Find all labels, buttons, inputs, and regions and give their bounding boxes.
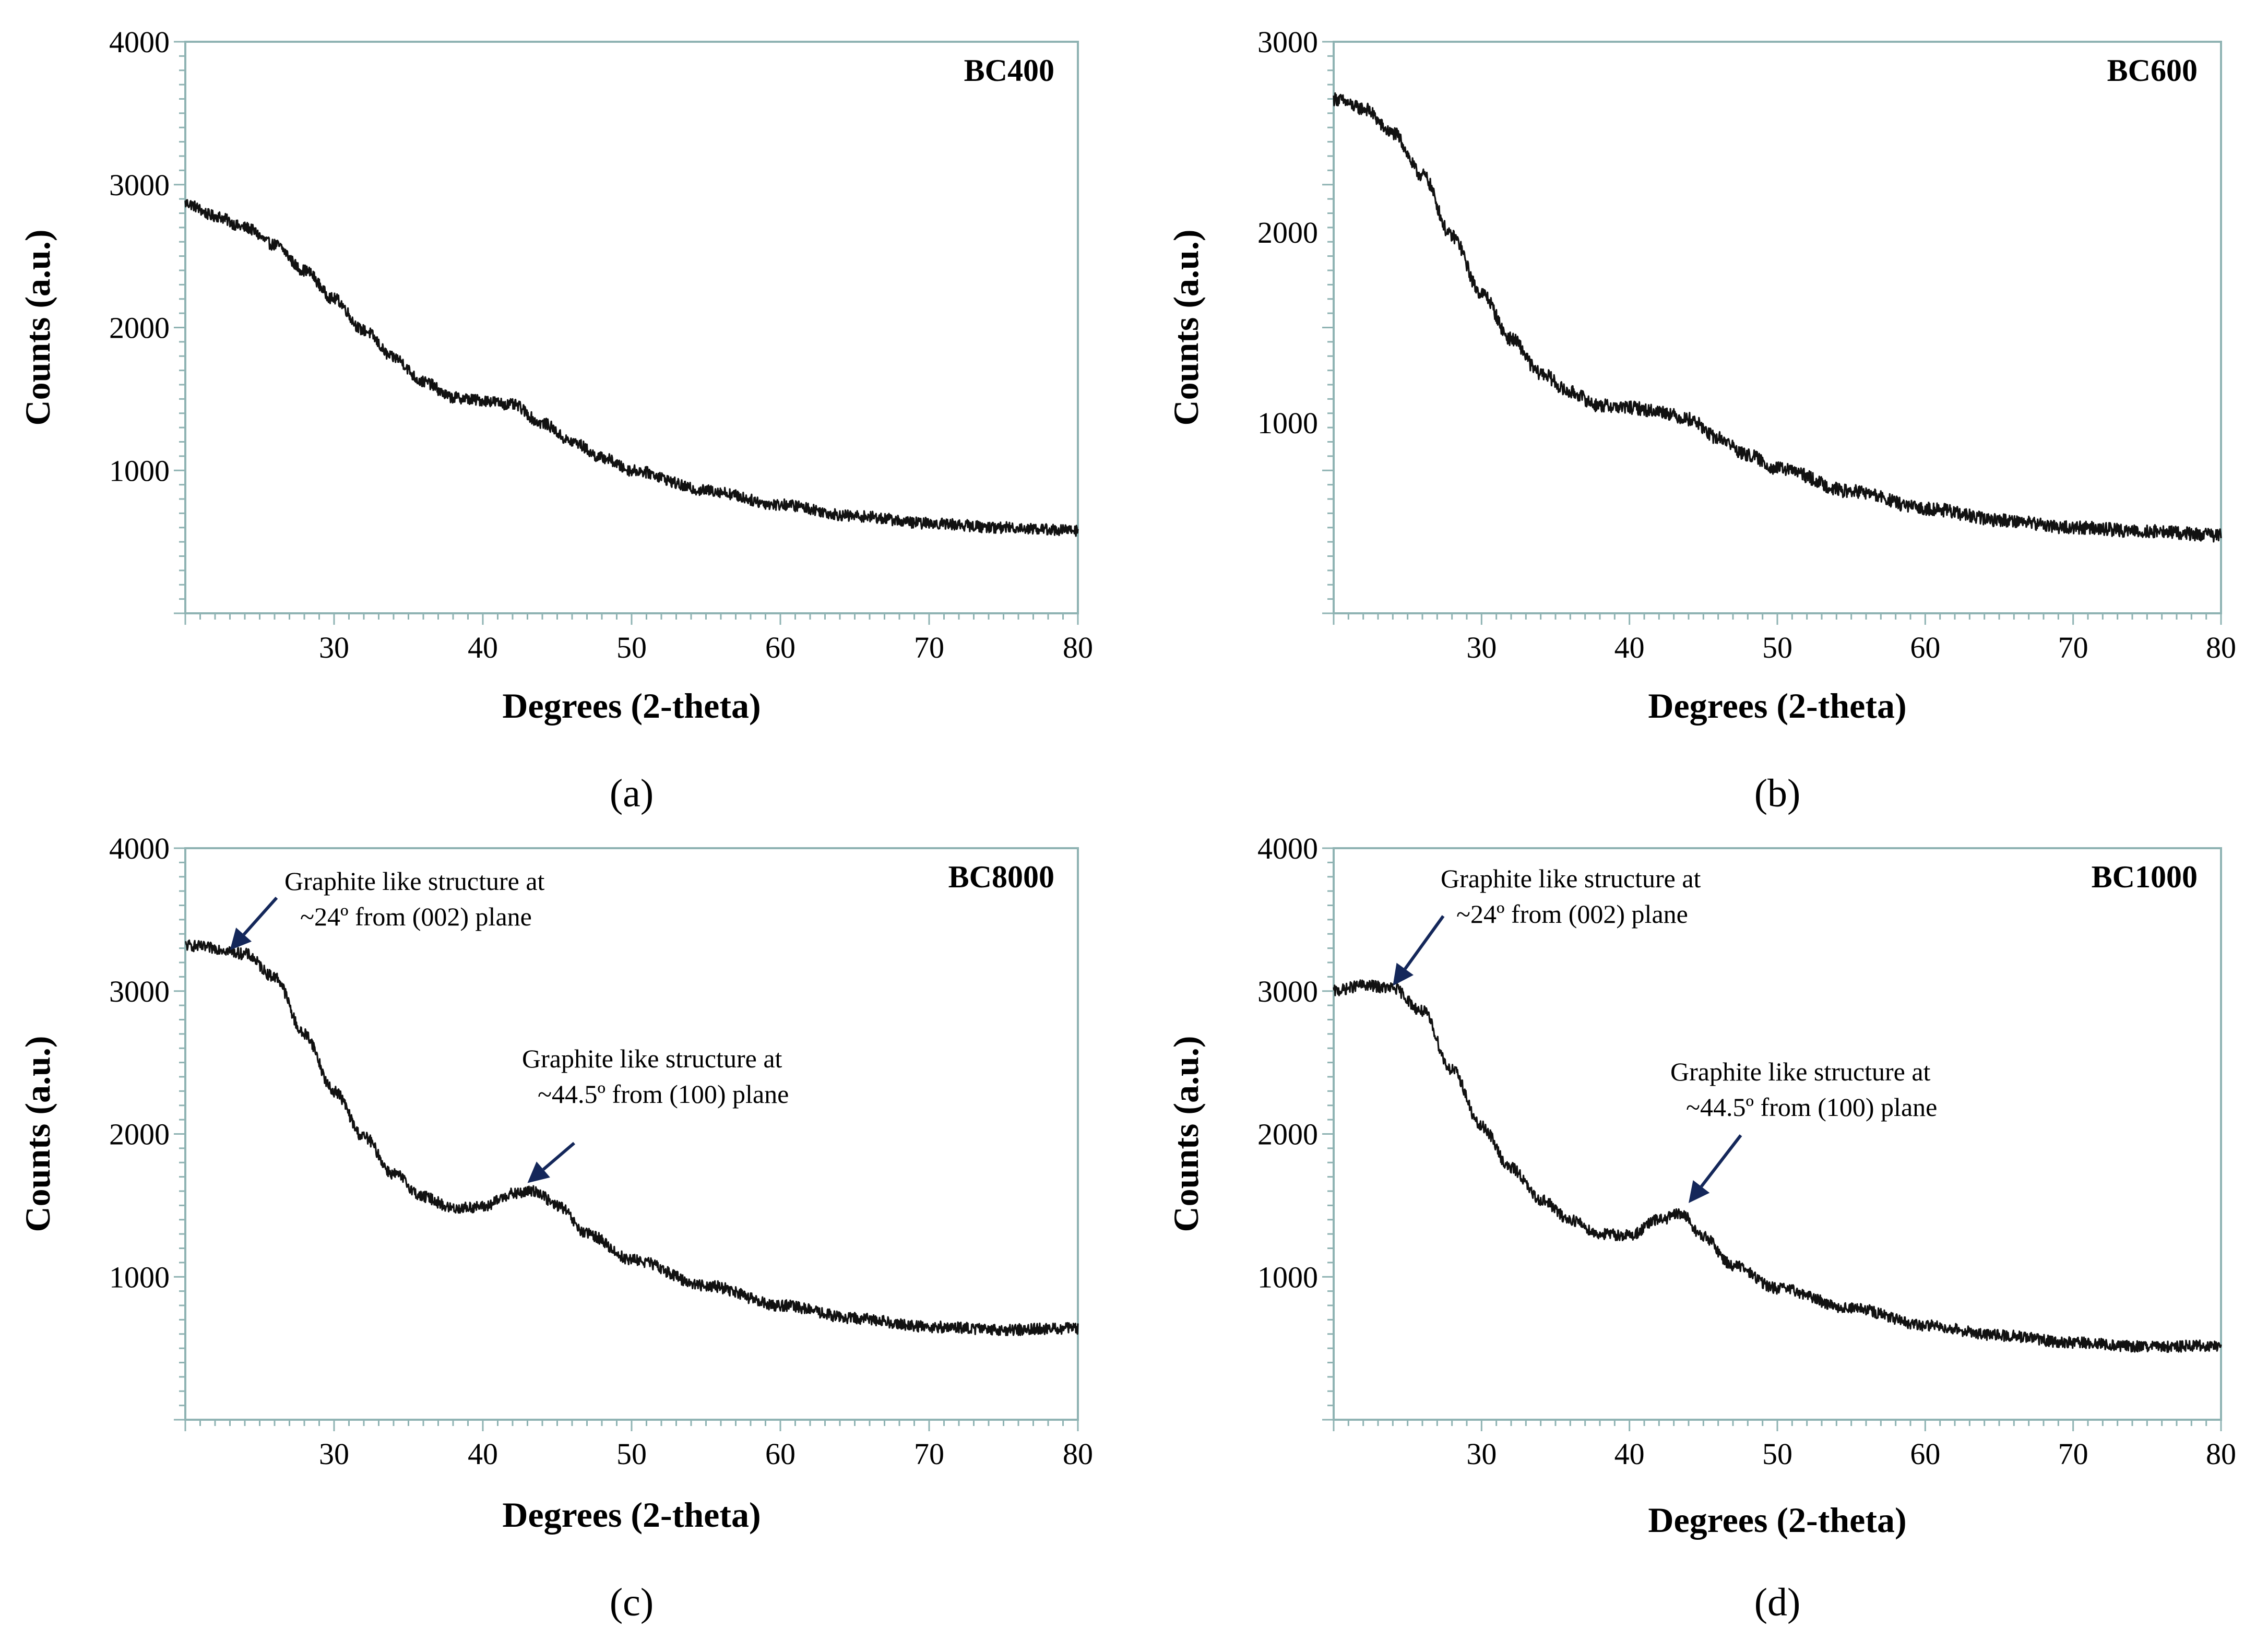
- annotation: Graphite like structure at ~24º from (002…: [230, 866, 545, 950]
- x-axis-label: Degrees (2-theta): [1648, 1500, 1906, 1540]
- y-tick-label: 4000: [109, 25, 170, 59]
- annotation: Graphite like structure at ~24º from (002…: [1393, 864, 1701, 986]
- x-tick-label: 70: [914, 631, 944, 664]
- xrd-trace: [1333, 92, 2222, 543]
- annotation-arrow-shaft: [542, 1142, 575, 1171]
- annotation-line-1: Graphite like structure at: [1441, 864, 1701, 893]
- x-tick-label: 80: [2206, 1437, 2236, 1471]
- y-tick-label: 1000: [109, 454, 170, 488]
- annotation: Graphite like structure at ~44.5º from (1…: [1670, 1057, 1937, 1203]
- annotation-arrow-head: [527, 1161, 550, 1183]
- sample-label: BC400: [964, 53, 1054, 88]
- annotation-arrow-shaft: [242, 897, 278, 936]
- annotation-line-1: Graphite like structure at: [1670, 1057, 1931, 1086]
- y-axis-label: Counts (a.u.): [1166, 230, 1206, 426]
- annotation-arrow-head: [1393, 962, 1414, 986]
- x-tick-label: 50: [1762, 1437, 1792, 1471]
- panel-caption: (d): [1754, 1580, 1801, 1624]
- annotation-line-2: ~24º from (002) plane: [1456, 899, 1688, 929]
- y-axis-label: Counts (a.u.): [1166, 1036, 1206, 1232]
- x-tick-label: 60: [765, 631, 795, 664]
- x-tick-label: 30: [319, 1437, 349, 1471]
- annotation-line-2: ~44.5º from (100) plane: [538, 1079, 789, 1109]
- x-axis-label: Degrees (2-theta): [1648, 686, 1906, 726]
- y-tick-label: 3000: [109, 975, 170, 1008]
- chart-panel-2: 30 40 50 60 70 80 1000 2000 3000 Degrees (2-theta…: [1166, 25, 2236, 815]
- annotation-arrow-shaft: [1404, 915, 1445, 970]
- x-tick-label: 80: [2206, 631, 2236, 664]
- y-tick-label: 4000: [109, 831, 170, 865]
- xrd-trace: [1333, 979, 2222, 1353]
- panel-caption: (b): [1754, 771, 1801, 815]
- annotation-line-1: Graphite like structure at: [522, 1044, 782, 1073]
- x-tick-label: 70: [2058, 1437, 2088, 1471]
- y-tick-label: 3000: [109, 168, 170, 202]
- sample-label: BC1000: [2092, 860, 2198, 894]
- x-tick-label: 60: [1910, 631, 1940, 664]
- annotation-line-2: ~24º from (002) plane: [300, 902, 532, 931]
- plot-frame: [184, 847, 1079, 1421]
- x-tick-label: 70: [914, 1437, 944, 1471]
- x-axis-label: Degrees (2-theta): [502, 1495, 761, 1535]
- x-tick-label: 50: [616, 631, 647, 664]
- annotation-arrow-head: [1689, 1180, 1710, 1203]
- annotation-line-2: ~44.5º from (100) plane: [1686, 1092, 1937, 1122]
- x-tick-label: 30: [1466, 1437, 1497, 1471]
- panel-caption: (a): [610, 771, 654, 815]
- x-tick-label: 50: [616, 1437, 647, 1471]
- y-tick-label: 3000: [1257, 975, 1318, 1008]
- annotation-line-1: Graphite like structure at: [284, 866, 545, 896]
- y-tick-label: 1000: [1257, 1260, 1318, 1294]
- sample-label: BC8000: [948, 860, 1054, 894]
- y-tick-label: 4000: [1257, 831, 1318, 865]
- x-tick-label: 30: [1466, 631, 1497, 664]
- plot-frame: [1333, 847, 2222, 1421]
- y-tick-label: 2000: [109, 311, 170, 345]
- x-tick-label: 80: [1063, 1437, 1093, 1471]
- x-tick-label: 50: [1762, 631, 1792, 664]
- y-tick-label: 1000: [1257, 406, 1318, 440]
- annotation-arrow-head: [230, 928, 252, 950]
- x-tick-label: 40: [468, 631, 498, 664]
- chart-panel-4: 30 40 50 60 70 80 1000 2000 3000 4000 Degrees (2-t…: [1166, 831, 2236, 1624]
- chart-panel-3: 30 40 50 60 70 80 1000 2000 3000 4000 Degrees (2-t…: [18, 831, 1093, 1624]
- x-tick-label: 40: [468, 1437, 498, 1471]
- y-tick-label: 1000: [109, 1260, 170, 1294]
- x-tick-label: 60: [765, 1437, 795, 1471]
- plot-frame: [184, 41, 1079, 614]
- y-tick-label: 2000: [1257, 1118, 1318, 1151]
- x-tick-label: 30: [319, 631, 349, 664]
- xrd-trace: [184, 199, 1079, 537]
- y-tick-label: 2000: [1257, 216, 1318, 249]
- annotation: Graphite like structure at ~44.5º from (1…: [522, 1044, 789, 1183]
- x-tick-label: 80: [1063, 631, 1093, 664]
- xrd-trace: [185, 939, 1079, 1336]
- x-tick-label: 60: [1910, 1437, 1940, 1471]
- y-tick-label: 2000: [109, 1118, 170, 1151]
- y-tick-label: 3000: [1257, 25, 1318, 59]
- x-tick-label: 40: [1614, 1437, 1645, 1471]
- annotation-arrow-shaft: [1700, 1134, 1742, 1187]
- x-tick-label: 70: [2058, 631, 2088, 664]
- chart-panel-1: 30 40 50 60 70 80 1000 2000 3000 4000 Degrees (2-t…: [18, 25, 1093, 815]
- panel-caption: (c): [610, 1580, 654, 1624]
- y-axis-label: Counts (a.u.): [18, 230, 57, 426]
- y-axis-label: Counts (a.u.): [18, 1036, 57, 1232]
- x-tick-label: 40: [1614, 631, 1645, 664]
- sample-label: BC600: [2107, 53, 2198, 88]
- x-axis-label: Degrees (2-theta): [502, 686, 761, 726]
